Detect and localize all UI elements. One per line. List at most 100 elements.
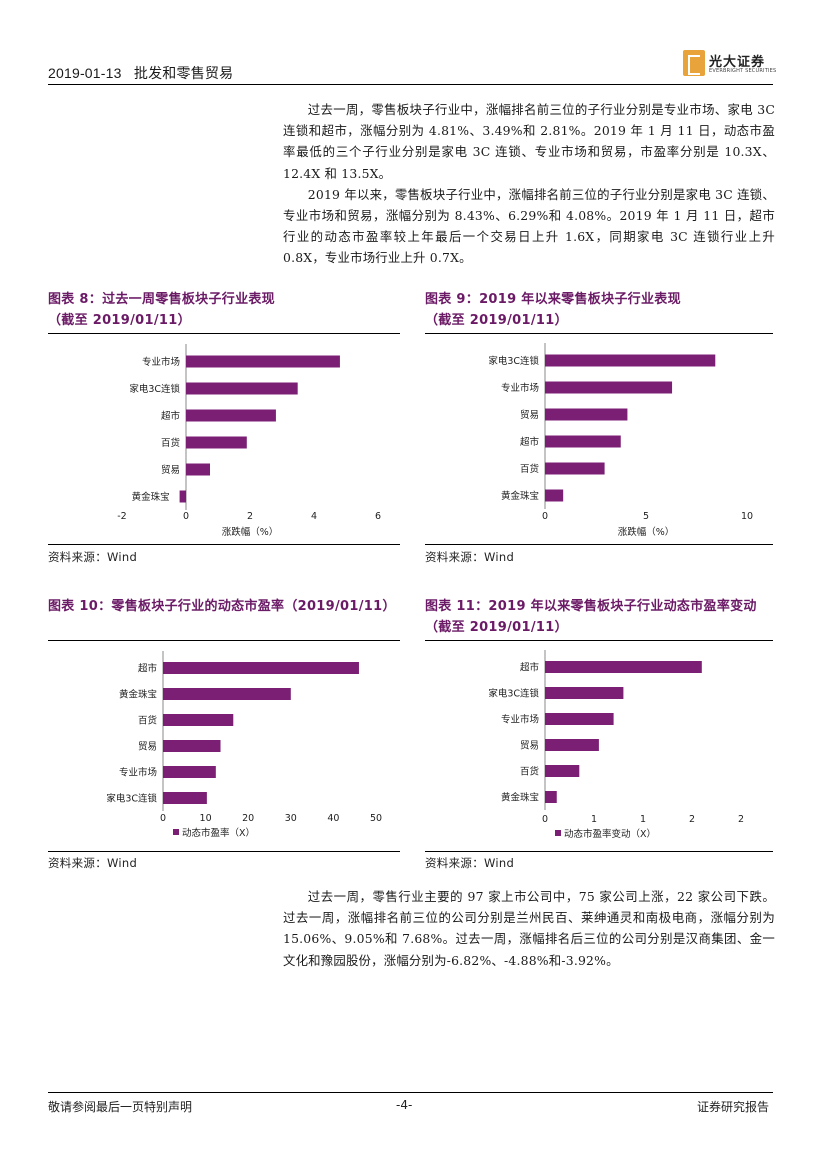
brand-logo: 光大证券 EVERBRIGHT SECURITIES <box>683 50 783 80</box>
outro-paragraph: 过去一周，零售行业主要的 97 家上市公司中，75 家公司上涨，22 家公司下跌… <box>283 889 775 968</box>
category-label: 家电3C连锁 <box>488 355 539 367</box>
bar-0 <box>186 355 340 368</box>
bar-3 <box>545 435 621 448</box>
report-date-section: 2019-01-13 批发和零售贸易 <box>48 63 233 83</box>
bar-1 <box>186 382 298 395</box>
category-label: 专业市场 <box>501 714 539 726</box>
x-axis-label: 涨跌幅（%） <box>618 526 675 538</box>
bar-5 <box>545 791 557 803</box>
category-label: 超市 <box>520 662 540 674</box>
fig9-subtitle: （截至 2019/01/11） <box>425 313 568 328</box>
x-tick-label: 1 <box>591 814 597 825</box>
fig11-title: 图表 11：2019 年以来零售板块子行业动态市盈率变动 <box>425 599 757 614</box>
category-label: 贸易 <box>520 409 539 421</box>
x-tick-label: 5 <box>643 511 649 522</box>
category-label: 超市 <box>161 410 181 422</box>
page-number: -4- <box>396 1098 413 1112</box>
bar-0 <box>545 354 716 367</box>
fig8-frame: 专业市场 家电3C连锁 超市 百货 贸易 黄金珠宝 -2 0 2 4 6 涨跌幅（%） <box>48 333 400 545</box>
footer-rule <box>48 1092 773 1093</box>
bar-5 <box>545 489 564 502</box>
x-tick-label: 2 <box>247 511 253 522</box>
fig9-title-block: 图表 9：2019 年以来零售板块子行业表现 （截至 2019/01/11） <box>425 289 785 331</box>
legend-swatch <box>173 829 179 835</box>
x-tick-label: 20 <box>242 813 254 824</box>
bar-1 <box>163 688 291 700</box>
bar-4 <box>186 463 210 476</box>
bar-3 <box>545 739 599 751</box>
logo-name: 光大证券 <box>709 55 766 70</box>
bar-2 <box>545 408 628 421</box>
x-tick-label: 40 <box>327 813 339 824</box>
bar-3 <box>186 436 247 449</box>
x-tick-label: 10 <box>741 511 753 522</box>
logo-english-name: EVERBRIGHT SECURITIES <box>709 68 777 74</box>
x-tick-label: 0 <box>160 813 166 824</box>
x-tick-label: 4 <box>311 511 317 522</box>
category-label: 超市 <box>520 436 540 448</box>
fig8-title-block: 图表 8：过去一周零售板块子行业表现 （截至 2019/01/11） <box>48 289 408 331</box>
bar-4 <box>545 765 580 777</box>
fig8-subtitle: （截至 2019/01/11） <box>48 313 191 328</box>
category-label: 家电3C连锁 <box>106 793 157 805</box>
x-tick-label: 0 <box>542 511 548 522</box>
logo-mark-icon <box>683 50 705 76</box>
category-label: 家电3C连锁 <box>488 688 539 700</box>
bar-3 <box>163 740 221 752</box>
category-label: 黄金珠宝 <box>501 490 539 502</box>
category-label: 专业市场 <box>142 356 180 368</box>
category-label: 百货 <box>520 463 539 475</box>
bar-1 <box>545 687 624 699</box>
category-label: 专业市场 <box>119 767 157 779</box>
category-label: 超市 <box>138 663 158 675</box>
x-tick-label: -2 <box>117 511 126 522</box>
category-label: 黄金珠宝 <box>119 689 157 701</box>
fig10-title-block: 图表 10：零售板块子行业的动态市盈率（2019/01/11） <box>48 596 418 617</box>
bar-4 <box>163 766 216 778</box>
footer-report-type: 证券研究报告 <box>697 1100 770 1114</box>
x-tick-label: 2 <box>738 814 744 825</box>
legend-swatch <box>555 830 561 836</box>
header-rule <box>48 84 773 85</box>
fig8-title: 图表 8：过去一周零售板块子行业表现 <box>48 292 275 307</box>
bar-2 <box>186 409 276 422</box>
outro-text: 过去一周，零售行业主要的 97 家上市公司中，75 家公司上涨，22 家公司下跌… <box>283 886 775 971</box>
x-axis-label: 涨跌幅（%） <box>222 526 279 538</box>
category-label: 百货 <box>138 715 157 727</box>
fig11-source: 资料来源：Wind <box>425 856 515 870</box>
bar-0 <box>163 662 359 674</box>
fig9-source: 资料来源：Wind <box>425 550 515 564</box>
legend-label: 动态市盈率变动（X） <box>564 828 656 840</box>
bar-5 <box>163 792 207 804</box>
fig8-source: 资料来源：Wind <box>48 550 138 564</box>
bar-1 <box>545 381 673 394</box>
bar-5 <box>179 490 186 503</box>
category-label: 黄金珠宝 <box>501 792 539 804</box>
fig11-title-block: 图表 11：2019 年以来零售板块子行业动态市盈率变动 （截至 2019/01… <box>425 596 785 638</box>
fig9-title: 图表 9：2019 年以来零售板块子行业表现 <box>425 292 681 307</box>
fig9-frame: 家电3C连锁 专业市场 贸易 超市 百货 黄金珠宝 0 5 10 涨跌幅（%） <box>425 333 773 545</box>
report-date: 2019-01-13 <box>48 65 122 81</box>
x-tick-label: 0 <box>542 814 548 825</box>
category-label: 百货 <box>161 437 180 449</box>
legend-label: 动态市盈率（X） <box>182 827 255 839</box>
category-label: 贸易 <box>138 741 157 753</box>
category-label: 家电3C连锁 <box>129 383 180 395</box>
category-label: 百货 <box>520 766 539 778</box>
intro-paragraph-2: 2019 年以来，零售板块子行业中，涨幅排名前三位的子行业分别是家电 3C 连锁… <box>283 186 775 266</box>
fig10-title: 图表 10：零售板块子行业的动态市盈率（2019/01/11） <box>48 599 396 614</box>
x-tick-label: 30 <box>285 813 297 824</box>
x-tick-label: 50 <box>370 813 382 824</box>
x-tick-label: 10 <box>200 813 212 824</box>
bar-2 <box>163 714 234 726</box>
category-label: 贸易 <box>520 740 539 752</box>
bar-2 <box>545 713 614 725</box>
intro-text: 过去一周，零售板块子行业中，涨幅排名前三位的子行业分别是专业市场、家电 3C 连… <box>283 99 775 269</box>
fig10-frame: 超市黄金珠宝百货贸易专业市场家电3C连锁 0 10 20 30 40 50 动态市盈率（X） <box>48 640 400 852</box>
fig11-subtitle: （截至 2019/01/11） <box>425 620 568 635</box>
fig10-source: 资料来源：Wind <box>48 856 138 870</box>
